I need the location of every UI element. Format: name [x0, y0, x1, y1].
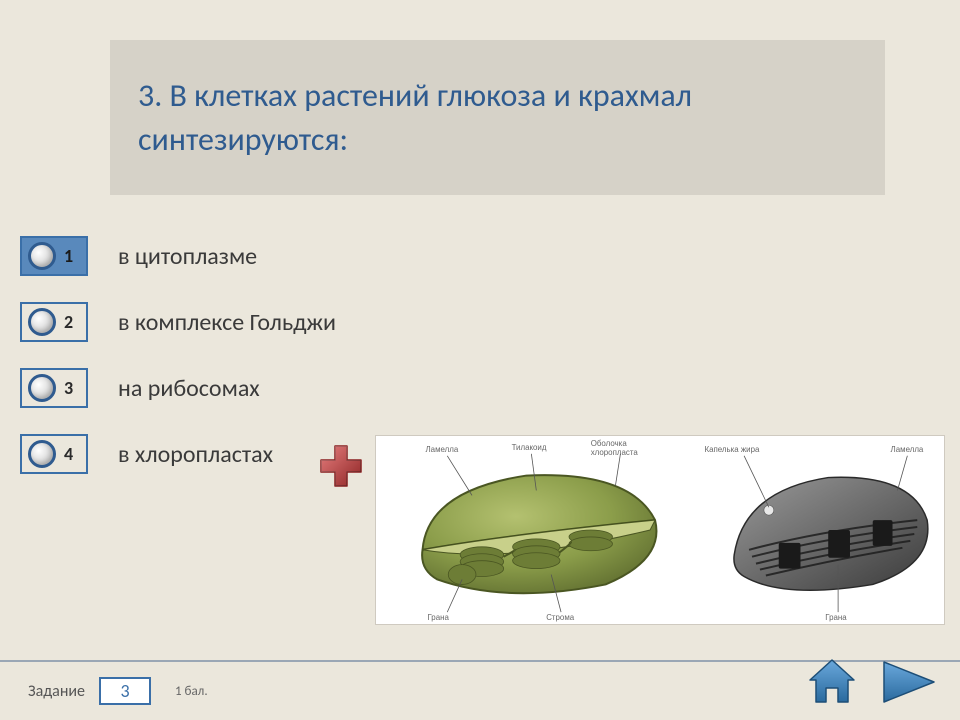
answer-row: 2 в комплексе Гольджи — [20, 301, 336, 343]
option-number: 3 — [64, 377, 73, 399]
answers-list: 1 в цитоплазме 2 в комплексе Гольджи 3 н… — [20, 235, 336, 499]
label-tilakoid: Тилакоид — [512, 443, 547, 452]
answer-text: в хлоропластах — [118, 440, 273, 469]
label-kapelka: Капелька жира — [705, 445, 760, 454]
answer-text: в цитоплазме — [118, 242, 257, 271]
next-button[interactable] — [878, 656, 940, 708]
label-grana2: Грана — [825, 613, 847, 622]
radio-icon — [28, 440, 56, 468]
chloroplast-diagram: Ламелла Тилакоид Оболочка хлоропласта Гр… — [375, 435, 945, 625]
question-number: 3. — [138, 76, 162, 115]
radio-icon — [28, 374, 56, 402]
radio-icon — [28, 308, 56, 336]
plus-cross-icon — [317, 442, 365, 490]
task-label: Задание — [28, 682, 85, 701]
home-button[interactable] — [804, 656, 860, 708]
task-number-box: 3 — [99, 677, 151, 705]
option-box-3[interactable]: 3 — [20, 368, 88, 408]
question-text: 3. В клетках растений глюкоза и крахмал … — [138, 74, 857, 160]
label-stroma: Строма — [546, 613, 575, 622]
option-number: 4 — [64, 443, 73, 465]
question-panel: 3. В клетках растений глюкоза и крахмал … — [110, 40, 885, 195]
question-body: В клетках растений глюкоза и крахмал син… — [138, 76, 692, 158]
score-label: 1 бал. — [175, 684, 208, 699]
answer-row: 3 на рибосомах — [20, 367, 336, 409]
option-box-1[interactable]: 1 — [20, 236, 88, 276]
label-obolochka: Оболочка хлоропласта — [591, 439, 639, 457]
label-lamella: Ламелла — [425, 445, 458, 454]
option-box-2[interactable]: 2 — [20, 302, 88, 342]
answer-row: 1 в цитоплазме — [20, 235, 336, 277]
option-number: 2 — [64, 311, 73, 333]
label-lamella2: Ламелла — [891, 445, 924, 454]
answer-text: в комплексе Гольджи — [118, 308, 336, 337]
answer-text: на рибосомах — [118, 374, 260, 403]
label-grana: Грана — [427, 613, 449, 622]
radio-icon — [28, 242, 56, 270]
answer-row: 4 в хлоропластах — [20, 433, 336, 475]
option-number: 1 — [64, 245, 73, 267]
option-box-4[interactable]: 4 — [20, 434, 88, 474]
